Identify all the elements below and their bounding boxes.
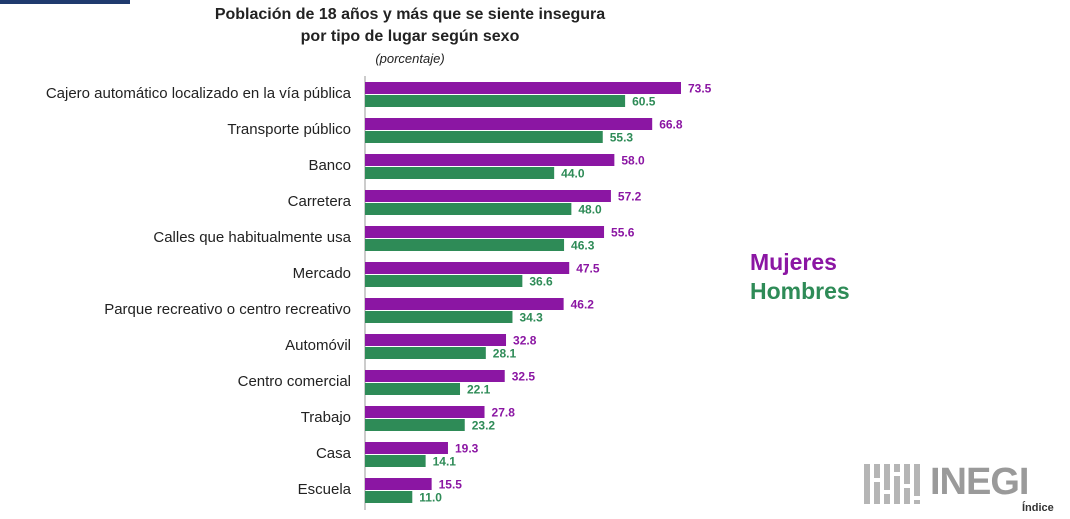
chart-subtitle: (porcentaje) [375,51,445,66]
bar-mujeres [365,334,507,346]
bar-mujeres [365,226,605,238]
data-label-mujeres: 27.8 [492,406,516,420]
data-label-mujeres: 58.0 [621,154,645,168]
category-label: Centro comercial [238,373,351,390]
data-label-hombres: 28.1 [493,347,517,361]
bar-mujeres [365,298,564,310]
data-label-mujeres: 32.5 [512,370,536,384]
bar-mujeres [365,370,505,382]
data-label-hombres: 22.1 [467,383,491,397]
category-label: Casa [316,445,352,462]
data-label-hombres: 48.0 [578,203,602,217]
data-label-hombres: 34.3 [519,311,543,325]
bar-mujeres [365,406,485,418]
category-label: Calles que habitualmente usa [153,229,351,246]
bar-mujeres [365,262,570,274]
inegi-logo-text: INEGI [930,461,1029,503]
category-label: Carretera [288,193,352,210]
data-label-mujeres: 46.2 [571,298,595,312]
legend-mujeres: Mujeres [750,249,837,275]
chart-title-line-1: Población de 18 años y más que se siente… [214,6,606,23]
bar-hombres [365,455,426,467]
category-label: Transporte público [227,121,351,138]
bar-hombres [365,239,565,251]
data-label-hombres: 23.2 [472,419,496,433]
bar-hombres [365,491,413,503]
legend: Mujeres Hombres [750,248,850,306]
data-label-hombres: 36.6 [529,275,553,289]
data-label-mujeres: 32.8 [513,334,537,348]
bar-hombres [365,383,461,395]
bar-mujeres [365,82,681,94]
bar-hombres [365,95,626,107]
bar-mujeres [365,190,611,202]
bar-mujeres [365,118,653,130]
bar-hombres [365,131,603,143]
chart-title-block: Población de 18 años y más que se siente… [170,4,650,68]
category-label: Escuela [298,481,352,498]
category-label: Banco [308,157,351,174]
data-label-hombres: 55.3 [610,131,634,145]
legend-hombres: Hombres [750,278,850,304]
data-label-mujeres: 47.5 [576,262,600,276]
inegi-logo-icon [864,464,920,504]
bar-mujeres [365,154,615,166]
data-label-mujeres: 15.5 [439,478,463,492]
bar-mujeres [365,478,432,490]
corner-decoration [0,0,130,4]
data-label-mujeres: 66.8 [659,118,683,132]
bar-hombres [365,419,465,431]
data-label-hombres: 11.0 [419,491,442,505]
inegi-logo[interactable]: INEGI Índice [862,462,1058,516]
data-label-hombres: 14.1 [433,455,457,469]
category-label: Trabajo [301,409,351,426]
category-label: Cajero automático localizado en la vía p… [46,85,352,102]
bar-hombres [365,347,486,359]
data-label-mujeres: 19.3 [455,442,479,456]
indice-link[interactable]: Índice [1022,502,1054,514]
category-label: Parque recreativo o centro recreativo [104,301,351,318]
category-label: Automóvil [285,337,351,354]
chart-title-line-2: por tipo de lugar según sexo [300,28,520,45]
data-label-hombres: 46.3 [571,239,595,253]
data-label-mujeres: 57.2 [618,190,642,204]
category-label: Mercado [293,265,351,282]
bar-hombres [365,167,555,179]
bar-hombres [365,311,513,323]
bar-hombres [365,203,572,215]
data-label-hombres: 44.0 [561,167,585,181]
data-label-hombres: 60.5 [632,95,656,109]
data-label-mujeres: 55.6 [611,226,635,240]
data-label-mujeres: 73.5 [688,82,712,96]
bar-mujeres [365,442,448,454]
bar-hombres [365,275,523,287]
